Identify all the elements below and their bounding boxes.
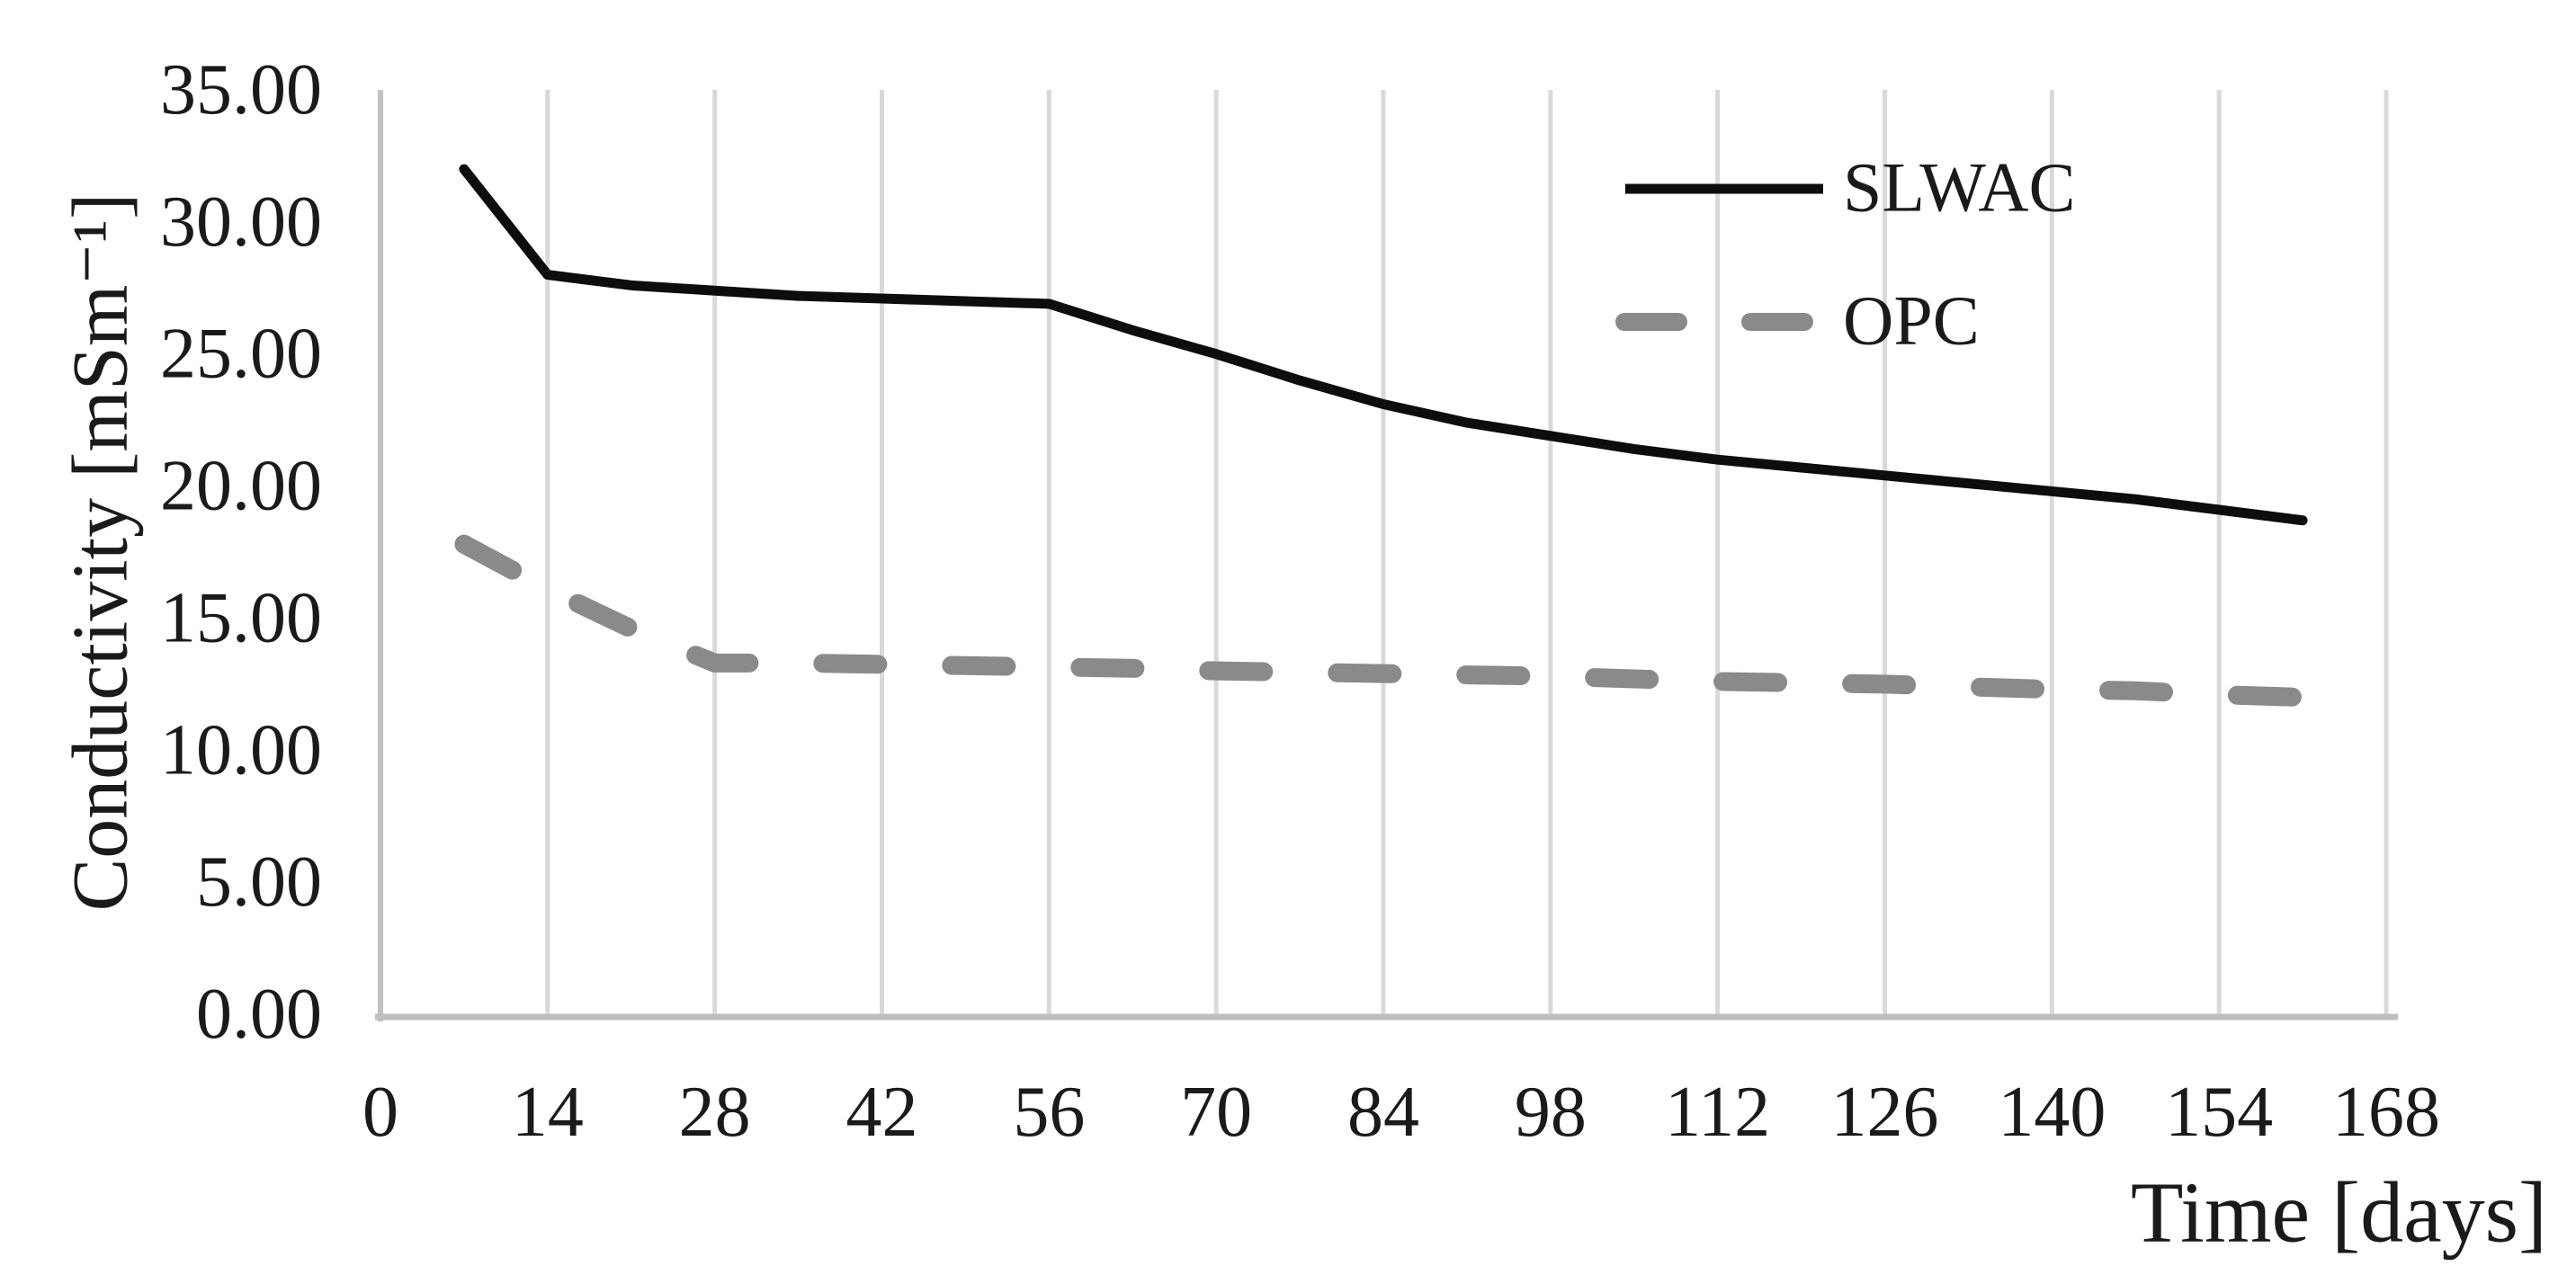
x-tick-labels: 0 14 28 42 56 70 84 98 112 126 140 154 168 xyxy=(362,1073,2440,1152)
x-axis-title: Time [days] xyxy=(2131,1164,2547,1261)
y-tick-label: 25.00 xyxy=(160,315,322,394)
series-line-opc xyxy=(454,534,2312,708)
series-lines xyxy=(454,164,2312,708)
x-tick-label: 168 xyxy=(2332,1073,2440,1152)
x-tick-label: 98 xyxy=(1515,1073,1587,1152)
x-tick-label: 28 xyxy=(679,1073,751,1152)
y-tick-label: 35.00 xyxy=(160,50,322,129)
y-tick-label: 15.00 xyxy=(160,578,322,657)
x-tick-label: 112 xyxy=(1665,1073,1770,1152)
y-tick-label: 20.00 xyxy=(160,447,322,526)
gridlines xyxy=(378,90,2389,1021)
series-line-slwac xyxy=(459,164,2308,526)
x-tick-label: 154 xyxy=(2165,1073,2273,1152)
legend-label-opc: OPC xyxy=(1843,281,1980,360)
x-tick-label: 42 xyxy=(846,1073,918,1152)
x-tick-label: 140 xyxy=(1998,1073,2106,1152)
y-tick-label: 30.00 xyxy=(160,183,322,262)
x-tick-label: 14 xyxy=(512,1073,584,1152)
x-tick-label: 70 xyxy=(1180,1073,1252,1152)
y-tick-label: 10.00 xyxy=(160,710,322,789)
y-tick-labels: 0.00 5.00 10.00 15.00 20.00 25.00 30.00 35.00 xyxy=(160,50,322,1054)
y-tick-label: 5.00 xyxy=(196,843,322,922)
x-tick-label: 126 xyxy=(1831,1073,1939,1152)
x-tick-label: 56 xyxy=(1013,1073,1085,1152)
legend-label-slwac: SLWAC xyxy=(1843,148,2076,227)
y-axis-title: Conductivity [mSm⁻¹] xyxy=(58,193,145,912)
legend: SLWAC OPC xyxy=(1615,148,2076,360)
x-tick-label: 0 xyxy=(362,1073,398,1152)
x-tick-label: 84 xyxy=(1347,1073,1419,1152)
y-tick-label: 0.00 xyxy=(196,975,322,1054)
